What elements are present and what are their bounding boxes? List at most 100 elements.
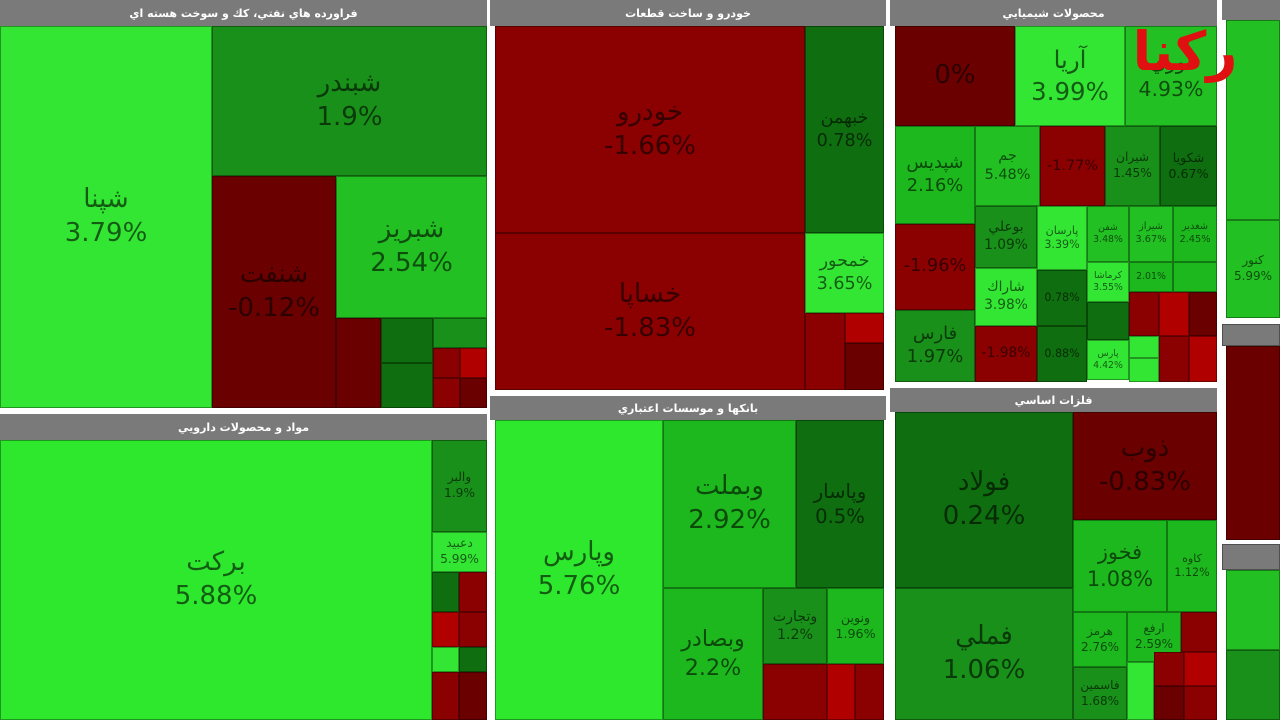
stock-change: 5.48% [984,167,1031,183]
stock-tile: وتجارت 1.2% [763,588,827,664]
stock-name: فخوز [1097,539,1143,564]
stock-name: دعبيد [446,536,473,551]
stock-name: وپاسار [813,479,867,503]
stock-name: وتجارت [772,608,818,625]
stock-name: بوعلي [988,219,1024,236]
stock-change: 0.88% [1044,346,1080,360]
stock-tile: خمحور 3.65% [805,233,884,313]
stock-change: 1.9% [443,486,476,500]
stock-change: 5.88% [174,581,258,611]
stock-name: جم [998,148,1017,165]
stock-change: 3.99% [1031,77,1109,106]
stock-change: 2.54% [370,248,453,278]
small-tile [433,318,487,348]
stock-tile: شفن 3.48% [1087,206,1129,262]
stock-tile: خبهمن 0.78% [805,26,884,233]
stock-tile: نوري 4.93% [1125,26,1217,126]
stock-change: -0.12% [228,293,320,323]
small-tile [1226,650,1280,720]
stock-tile: والبر 1.9% [432,440,487,532]
stock-tile: شيران 1.45% [1105,126,1160,206]
small-tile [432,672,459,720]
small-tile [1129,336,1159,358]
stock-change: 1.96% [835,626,876,641]
small-tile [1127,662,1154,720]
stock-tile: كنور 5.99% [1226,220,1280,318]
stock-name: شبندر [317,68,382,99]
stock-name: شيراز [1139,221,1163,233]
stock-name: شغدير [1181,221,1209,233]
stock-tile: خساپا -1.83% [495,233,805,390]
stock-name: فاسمين [1080,677,1120,692]
stock-tile: شبريز 2.54% [336,176,487,318]
stock-tile: فملي 1.06% [895,588,1073,720]
stock-tile: دعبيد 5.99% [432,532,487,572]
small-tile [459,672,487,720]
small-tile [460,378,487,408]
stock-change: -1.96% [903,256,967,277]
stock-tile: بوعلي 1.09% [975,206,1037,268]
small-tile [1181,612,1217,652]
stock-name: شاراك [987,279,1025,296]
small-tile [432,612,459,647]
stock-change: 4.93% [1138,77,1204,101]
stock-change: -1.83% [604,312,696,343]
small-tile [432,647,459,672]
stock-change: 1.97% [906,347,964,367]
small-tile [1226,20,1280,220]
stock-tile: 0.78% [1037,270,1087,326]
stock-tile: هرمز 2.76% [1073,612,1127,667]
stock-tile: -1.77% [1040,126,1105,206]
stock-tile: 0% [895,26,1015,126]
small-tile [433,378,460,408]
stock-tile: وپارس 5.76% [495,420,663,720]
stock-change: 1.9% [316,102,383,132]
stock-tile: شپنا 3.79% [0,26,212,408]
stock-name: شپنا [83,184,129,215]
small-tile [1226,346,1280,540]
small-tile [845,343,884,390]
stock-change: 2.01% [1136,270,1166,282]
stock-change: 1.2% [776,627,814,643]
stock-change: 0.78% [1044,290,1080,304]
small-tile [1189,336,1217,382]
stock-change: 0.24% [942,501,1026,531]
stock-name: كرماشا [1093,269,1123,281]
stock-change: 5.99% [440,552,479,566]
small-tile [336,318,381,408]
stock-tile: -1.96% [895,224,975,310]
small-tile [433,348,460,378]
stock-change: 3.39% [1044,238,1080,251]
small-tile [1159,292,1189,336]
stock-name: وپارس [542,537,615,568]
stock-change: 0% [934,60,976,91]
stock-tile: كاوه 1.12% [1167,520,1217,612]
stock-change: 1.45% [1113,166,1152,180]
stock-name: پارسان [1045,223,1079,237]
small-tile [459,612,487,647]
stock-change: 0.5% [815,505,865,528]
stock-tile: وبملت 2.92% [663,420,796,588]
stock-change: 1.08% [1086,567,1154,591]
stock-name: ذوب [1120,433,1170,464]
stock-tile: -1.98% [975,326,1037,382]
small-tile [763,664,827,720]
sector-header: خودرو و ساخت قطعات [490,0,886,26]
small-tile [1154,686,1184,720]
sector-header [1222,0,1280,20]
stock-name: شكويا [1172,149,1205,165]
stock-change: 3.65% [816,274,873,294]
stock-tile: آريا 3.99% [1015,26,1125,126]
sector-header: فلزات اساسي [890,388,1217,412]
small-tile [432,572,459,612]
stock-change: 2.59% [1134,637,1174,651]
stock-tile: فولاد 0.24% [895,412,1073,588]
small-tile [1159,336,1189,382]
stock-tile: شنفت -0.12% [212,176,336,408]
stock-tile: فاسمين 1.68% [1073,667,1127,720]
stock-tile: بركت 5.88% [0,440,432,720]
stock-change: -1.98% [981,345,1031,362]
stock-change: 0.78% [816,130,873,151]
stock-name: فولاد [957,467,1011,498]
small-tile [1087,302,1129,340]
